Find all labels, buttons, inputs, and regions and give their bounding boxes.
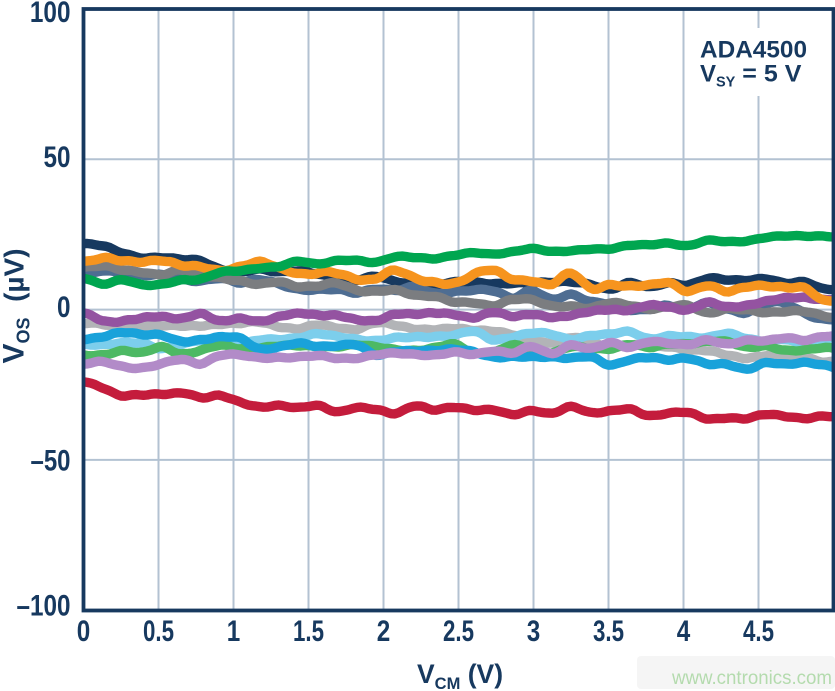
svg-text:–100: –100	[17, 590, 71, 623]
svg-text:–50: –50	[31, 445, 71, 478]
svg-text:4: 4	[677, 615, 691, 648]
svg-text:0: 0	[57, 291, 71, 324]
svg-text:ADA4500: ADA4500	[700, 37, 807, 64]
svg-text:VSY = 5 V: VSY = 5 V	[700, 61, 801, 91]
svg-text:VCM (V): VCM (V)	[417, 659, 503, 691]
svg-text:50: 50	[44, 141, 71, 174]
svg-text:2: 2	[377, 615, 391, 648]
svg-text:4.5: 4.5	[743, 615, 774, 648]
svg-text:www.cntronics.com: www.cntronics.com	[671, 668, 832, 689]
svg-text:2.5: 2.5	[443, 615, 474, 648]
svg-text:3.5: 3.5	[593, 615, 624, 648]
svg-text:3: 3	[527, 615, 541, 648]
svg-text:0: 0	[77, 615, 91, 648]
svg-text:100: 100	[30, 0, 71, 29]
svg-text:1.5: 1.5	[293, 615, 324, 648]
svg-text:1: 1	[227, 615, 241, 648]
svg-text:VOS (µV): VOS (µV)	[0, 248, 34, 363]
svg-text:0.5: 0.5	[143, 615, 174, 648]
